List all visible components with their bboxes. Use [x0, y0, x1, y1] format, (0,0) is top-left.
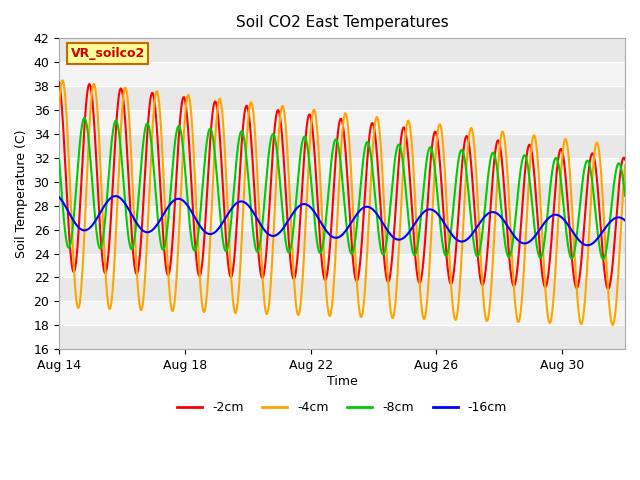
Title: Soil CO2 East Temperatures: Soil CO2 East Temperatures — [236, 15, 449, 30]
Bar — [59, 253, 625, 277]
X-axis label: Time: Time — [326, 375, 358, 388]
Bar — [59, 182, 625, 205]
Bar — [59, 325, 625, 349]
Bar — [59, 277, 625, 301]
Bar — [59, 38, 625, 62]
Bar — [59, 110, 625, 134]
Bar — [59, 86, 625, 110]
Bar — [59, 134, 625, 158]
Text: VR_soilco2: VR_soilco2 — [70, 47, 145, 60]
Y-axis label: Soil Temperature (C): Soil Temperature (C) — [15, 130, 28, 258]
Bar — [59, 62, 625, 86]
Bar — [59, 158, 625, 182]
Bar — [59, 205, 625, 229]
Bar — [59, 301, 625, 325]
Legend: -2cm, -4cm, -8cm, -16cm: -2cm, -4cm, -8cm, -16cm — [172, 396, 512, 419]
Bar — [59, 229, 625, 253]
